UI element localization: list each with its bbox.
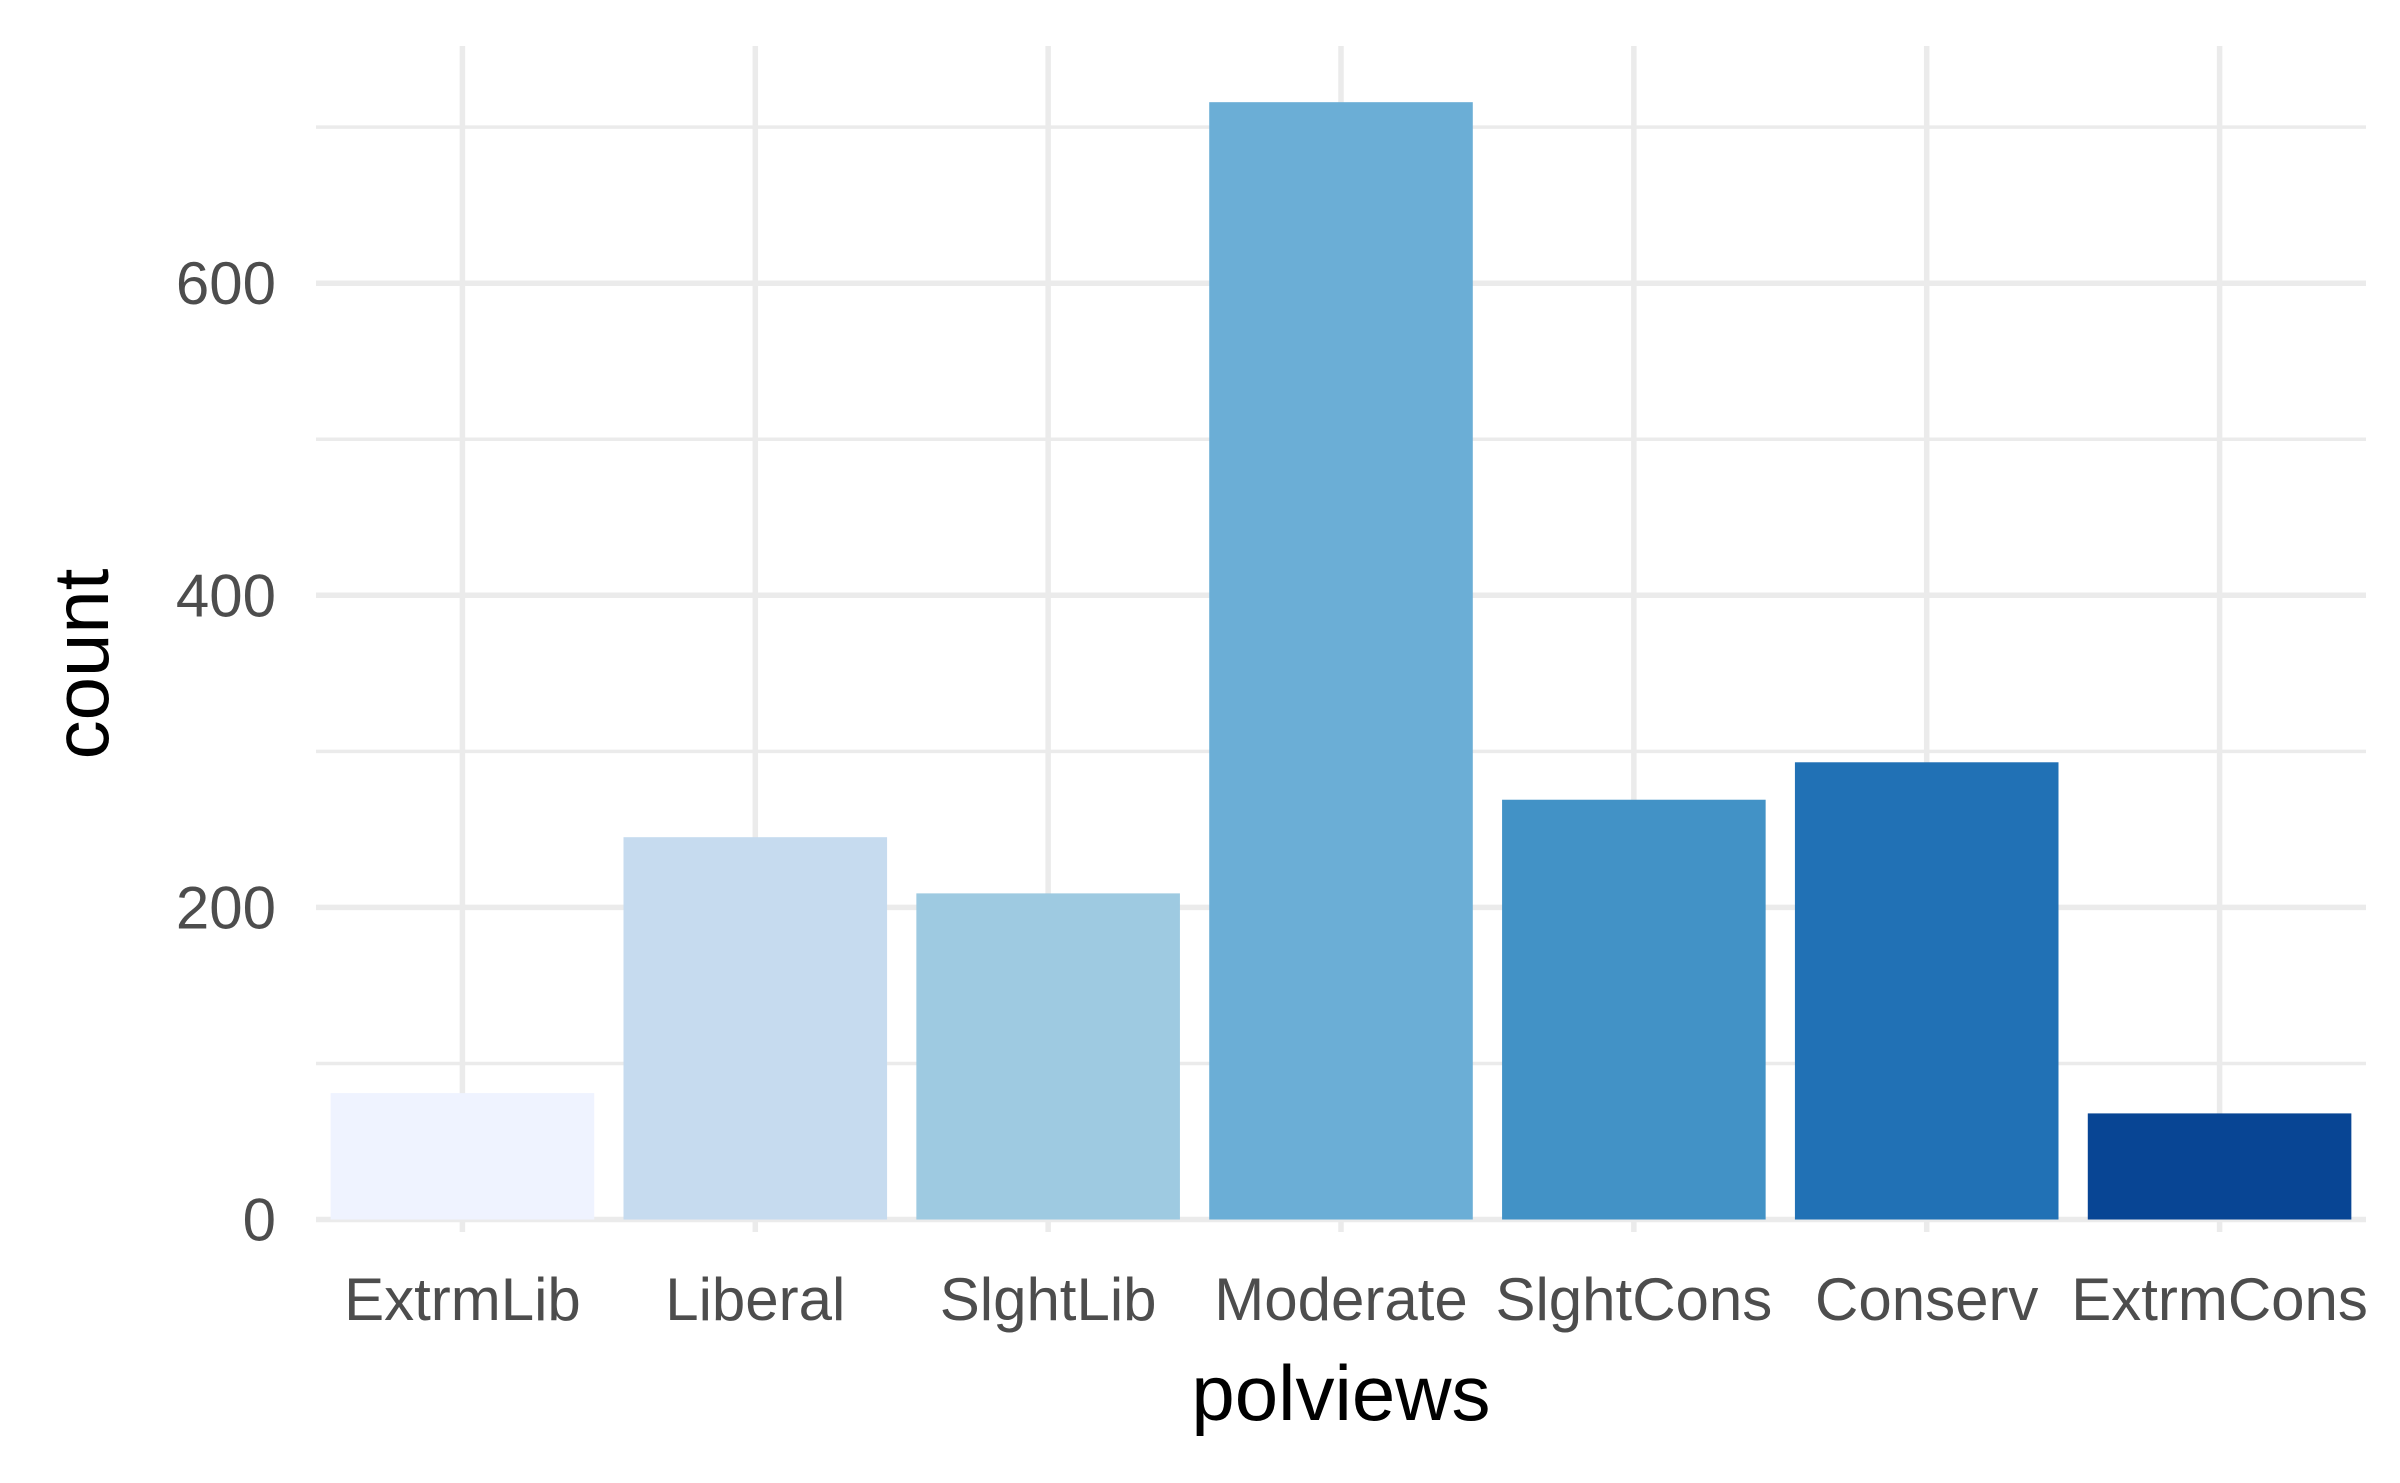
bar-conserv [1794,762,2059,1220]
bar-slghtlib [916,893,1180,1220]
bar-liberal [623,837,888,1220]
y-tick-label: 0 [243,1187,276,1254]
y-axis-title: count [37,568,125,759]
bar-slghtcons [1502,799,1766,1220]
x-tick-label: ExtrmLib [344,1266,581,1333]
y-tick-label: 200 [176,874,276,941]
bar-extrmcons [2087,1113,2352,1220]
bar-extrmlib [330,1093,595,1220]
y-tick-labels: 0 200 400 600 [176,250,276,1253]
x-tick-labels: ExtrmLib Liberal SlghtLib Moderate SlghtCons… [344,1266,2368,1333]
y-tick-label: 600 [176,250,276,317]
x-tick-label: ExtrmCons [2071,1266,2368,1333]
x-tick-label: Liberal [665,1266,845,1333]
x-tick-label: Conserv [1815,1266,2038,1333]
bar-moderate [1209,102,1473,1220]
y-tick-label: 400 [176,562,276,629]
bars [330,102,2352,1220]
x-axis-title: polviews [1191,1349,1490,1437]
x-tick-label: SlghtCons [1495,1266,1772,1333]
x-tick-label: SlghtLib [940,1266,1157,1333]
x-tick-label: Moderate [1214,1266,1467,1333]
